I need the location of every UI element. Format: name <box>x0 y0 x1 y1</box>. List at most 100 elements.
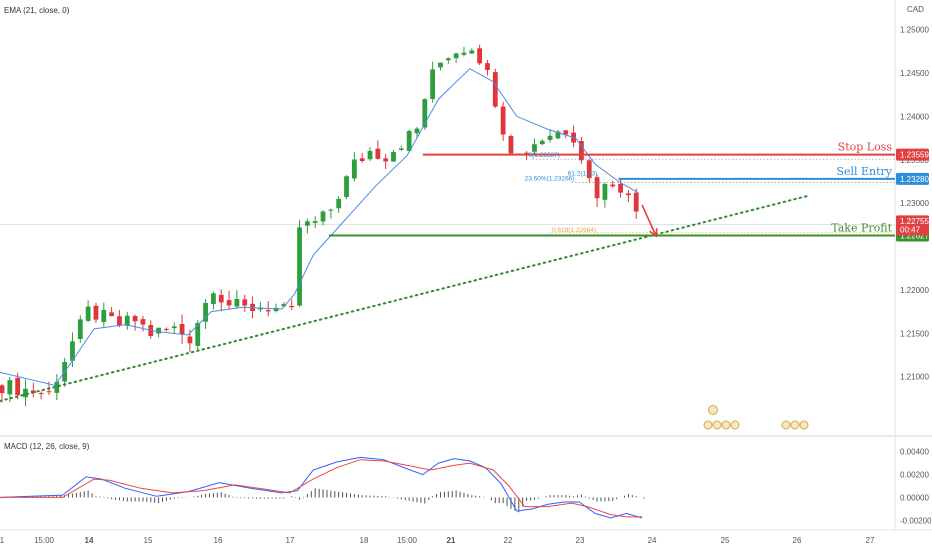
current-price-tag <box>896 215 929 236</box>
candle <box>289 305 295 308</box>
candle <box>547 135 553 140</box>
candle <box>391 152 396 162</box>
candle <box>469 50 475 54</box>
macd-tick-label: -0.00200 <box>900 516 932 525</box>
ema-line <box>0 68 639 386</box>
support-trendline[interactable] <box>0 195 808 402</box>
candle <box>320 211 326 222</box>
candle <box>218 294 224 303</box>
currency-label: CAD <box>907 5 924 14</box>
candle <box>15 377 21 396</box>
fib-label: 0.618(1.22664) <box>552 227 596 234</box>
level-price-text: 1.23280 <box>900 175 929 184</box>
arrow-head[interactable] <box>649 228 658 238</box>
macd-tick-label: 0.00200 <box>900 471 929 480</box>
candle <box>203 302 208 322</box>
candle <box>477 48 483 64</box>
candle <box>132 315 138 322</box>
event-marker-icon[interactable] <box>799 420 809 430</box>
level-price-tag <box>896 172 929 185</box>
event-marker-icon[interactable] <box>712 420 722 430</box>
candle <box>539 140 545 145</box>
candle <box>297 227 302 306</box>
event-marker-icon[interactable] <box>730 420 740 430</box>
time-axis[interactable]: 1 15:00 14 15 16 17 18 15:00 21 22 23 24 25 26 27 <box>0 536 875 545</box>
macd-histogram <box>5 488 645 513</box>
candle <box>226 300 232 306</box>
level-price-tag <box>896 148 929 161</box>
candle <box>563 130 569 135</box>
candle <box>265 309 271 312</box>
fib-label: 61.2(1.23) <box>568 170 598 177</box>
candle <box>7 380 13 395</box>
time-tick-label: 1 <box>0 536 5 545</box>
candle <box>109 312 115 317</box>
event-marker-icon[interactable] <box>790 420 800 430</box>
candle <box>328 209 334 211</box>
candle <box>344 176 349 198</box>
candle <box>430 69 436 100</box>
candle <box>38 393 44 395</box>
time-tick-label: 21 <box>447 536 456 545</box>
event-marker-icon[interactable] <box>703 420 713 430</box>
macd-line <box>0 456 643 519</box>
target-arrow[interactable] <box>641 204 658 238</box>
time-tick-label: 15 <box>144 536 153 545</box>
candle <box>500 106 506 135</box>
candle <box>633 192 639 212</box>
macd-axis[interactable]: 0.00400 0.00200 0.00000 -0.00200 <box>900 448 932 526</box>
candle <box>602 183 608 200</box>
price-tick-label: 1.21000 <box>900 373 929 382</box>
candle <box>492 72 498 107</box>
time-tick-label: 15:00 <box>34 536 55 545</box>
macd-indicator-label[interactable]: MACD (12, 26, close, 9) <box>4 442 90 451</box>
candle <box>46 391 52 393</box>
price-axis[interactable]: 1.250001.245001.240001.235001.230001.220… <box>900 26 929 382</box>
candle <box>179 323 185 335</box>
level-label[interactable]: Stop Loss <box>838 141 893 154</box>
price-tick-label: 1.21500 <box>900 329 929 338</box>
candle <box>156 327 161 334</box>
candle <box>336 198 342 209</box>
time-tick-label: 16 <box>214 536 223 545</box>
candle <box>351 159 357 179</box>
trendline[interactable] <box>0 195 808 402</box>
candle <box>273 307 279 312</box>
main-plot-area[interactable] <box>0 0 895 435</box>
candle <box>438 62 443 68</box>
price-tick-label: 1.22000 <box>900 286 929 295</box>
event-markers[interactable] <box>703 405 809 430</box>
macd-tick-label: 0.00000 <box>900 493 929 502</box>
candle <box>422 99 428 128</box>
candle <box>211 293 216 304</box>
event-marker-icon[interactable] <box>708 405 718 415</box>
price-tick-label: 1.24500 <box>900 69 929 78</box>
time-tick-label: 26 <box>793 536 802 545</box>
candle <box>164 328 169 330</box>
time-tick-label: 23 <box>576 536 585 545</box>
event-marker-icon[interactable] <box>721 420 731 430</box>
candle <box>555 131 561 139</box>
candle <box>508 136 514 154</box>
candle <box>234 298 240 307</box>
candle <box>414 128 420 134</box>
price-tick-label: 1.23000 <box>900 199 929 208</box>
macd-plot-area[interactable] <box>0 438 895 530</box>
candle <box>0 385 5 394</box>
level-label[interactable]: Sell Entry <box>836 165 892 178</box>
candle <box>579 141 584 161</box>
candle <box>445 58 451 61</box>
level-label[interactable]: Take Profit <box>831 222 892 235</box>
candle <box>93 305 99 320</box>
candle <box>304 221 310 226</box>
ema-indicator-label[interactable]: EMA (21, close, 0) <box>4 6 70 15</box>
candle <box>70 341 75 361</box>
time-tick-label: 14 <box>85 536 94 545</box>
time-tick-label: 24 <box>648 536 657 545</box>
event-marker-icon[interactable] <box>781 420 791 430</box>
arrow-shaft[interactable] <box>641 204 657 237</box>
signal-line <box>0 459 643 518</box>
trade-levels[interactable]: Stop Loss Sell Entry Take Profit <box>328 141 895 237</box>
